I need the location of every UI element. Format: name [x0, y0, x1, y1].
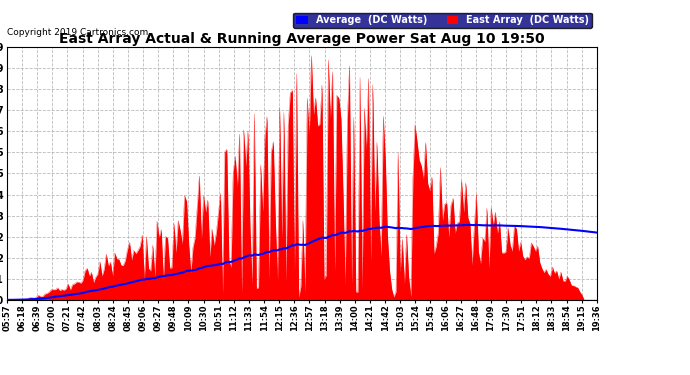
Text: Copyright 2019 Cartronics.com: Copyright 2019 Cartronics.com [7, 28, 148, 37]
Title: East Array Actual & Running Average Power Sat Aug 10 19:50: East Array Actual & Running Average Powe… [59, 32, 544, 46]
Legend: Average  (DC Watts), East Array  (DC Watts): Average (DC Watts), East Array (DC Watts… [293, 12, 592, 28]
